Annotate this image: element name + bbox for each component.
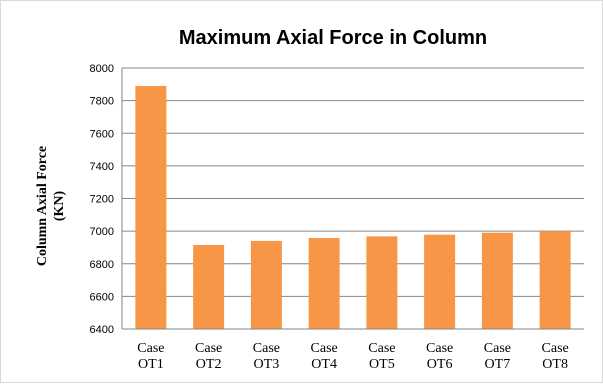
x-tick-label: Case <box>484 341 511 356</box>
x-tick-label: OT1 <box>138 357 164 372</box>
y-tick-label: 7800 <box>90 96 114 108</box>
x-tick-label: Case <box>311 341 338 356</box>
y-tick-label: 7000 <box>90 226 114 238</box>
bar <box>135 85 167 329</box>
x-axis-ticks: CaseOT1CaseOT2CaseOT3CaseOT4CaseOT5CaseO… <box>137 341 568 372</box>
bar <box>424 234 456 329</box>
y-axis-label-line-1: Column Axial Force <box>35 146 50 266</box>
x-tick-label: OT4 <box>311 357 337 372</box>
x-tick-label: Case <box>542 341 569 356</box>
x-tick-label: Case <box>195 341 222 356</box>
x-tick-label: OT2 <box>196 357 222 372</box>
bar <box>481 232 513 329</box>
y-tick-label: 6400 <box>90 324 114 336</box>
x-tick-label: OT3 <box>254 357 280 372</box>
y-tick-label: 6600 <box>90 291 114 303</box>
bars <box>135 85 571 329</box>
bar <box>366 236 398 329</box>
x-tick-label: Case <box>426 341 453 356</box>
y-tick-label: 7200 <box>90 194 114 206</box>
y-tick-label: 7600 <box>90 128 114 140</box>
y-axis-ticks: 6400 6600 6800 7000 7200 7400 7600 7800 8000 <box>90 63 114 336</box>
x-tick-label: Case <box>368 341 395 356</box>
chart-title: Maximum Axial Force in Column <box>179 27 487 49</box>
x-tick-label: OT7 <box>485 357 511 372</box>
bar <box>308 237 340 329</box>
gridlines <box>122 67 584 330</box>
y-tick-label: 6800 <box>90 259 114 271</box>
bar <box>250 240 282 329</box>
x-tick-label: OT6 <box>427 357 453 372</box>
y-tick-label: 7400 <box>90 161 114 173</box>
bar <box>539 231 571 329</box>
x-tick-label: Case <box>253 341 280 356</box>
x-tick-label: OT5 <box>369 357 395 372</box>
y-axis-label-line-2: (KN) <box>52 191 67 222</box>
y-axis-label: Column Axial Force (KN) <box>35 146 67 266</box>
axes <box>121 68 584 330</box>
y-tick-label: 8000 <box>90 63 114 75</box>
x-tick-label: OT8 <box>542 357 568 372</box>
x-tick-label: Case <box>137 341 164 356</box>
bar <box>193 244 225 329</box>
